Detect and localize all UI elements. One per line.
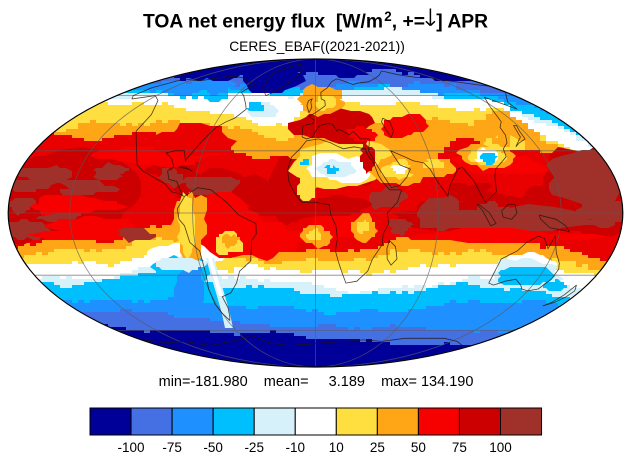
svg-text:TOA net energy flux [W/m: TOA net energy flux [W/m [143, 11, 383, 32]
svg-text:] APR: ] APR [436, 11, 488, 32]
svg-text:10: 10 [329, 440, 344, 455]
svg-text:min=-181.980 mean= 3.18: min=-181.980 mean= 3.189 max= 134.190 [159, 374, 474, 390]
svg-text:75: 75 [452, 440, 467, 455]
svg-text:-75: -75 [162, 440, 182, 455]
svg-text:-50: -50 [203, 440, 223, 455]
svg-text:25: 25 [370, 440, 385, 455]
svg-text:, +=: , += [392, 11, 425, 32]
svg-text:2: 2 [384, 9, 391, 24]
svg-text:100: 100 [489, 440, 512, 455]
svg-text:50: 50 [411, 440, 426, 455]
svg-text:-10: -10 [285, 440, 305, 455]
svg-text:-100: -100 [118, 440, 145, 455]
svg-text:-25: -25 [244, 440, 264, 455]
svg-text:CERES_EBAF((2021-2021)): CERES_EBAF((2021-2021)) [229, 39, 405, 54]
